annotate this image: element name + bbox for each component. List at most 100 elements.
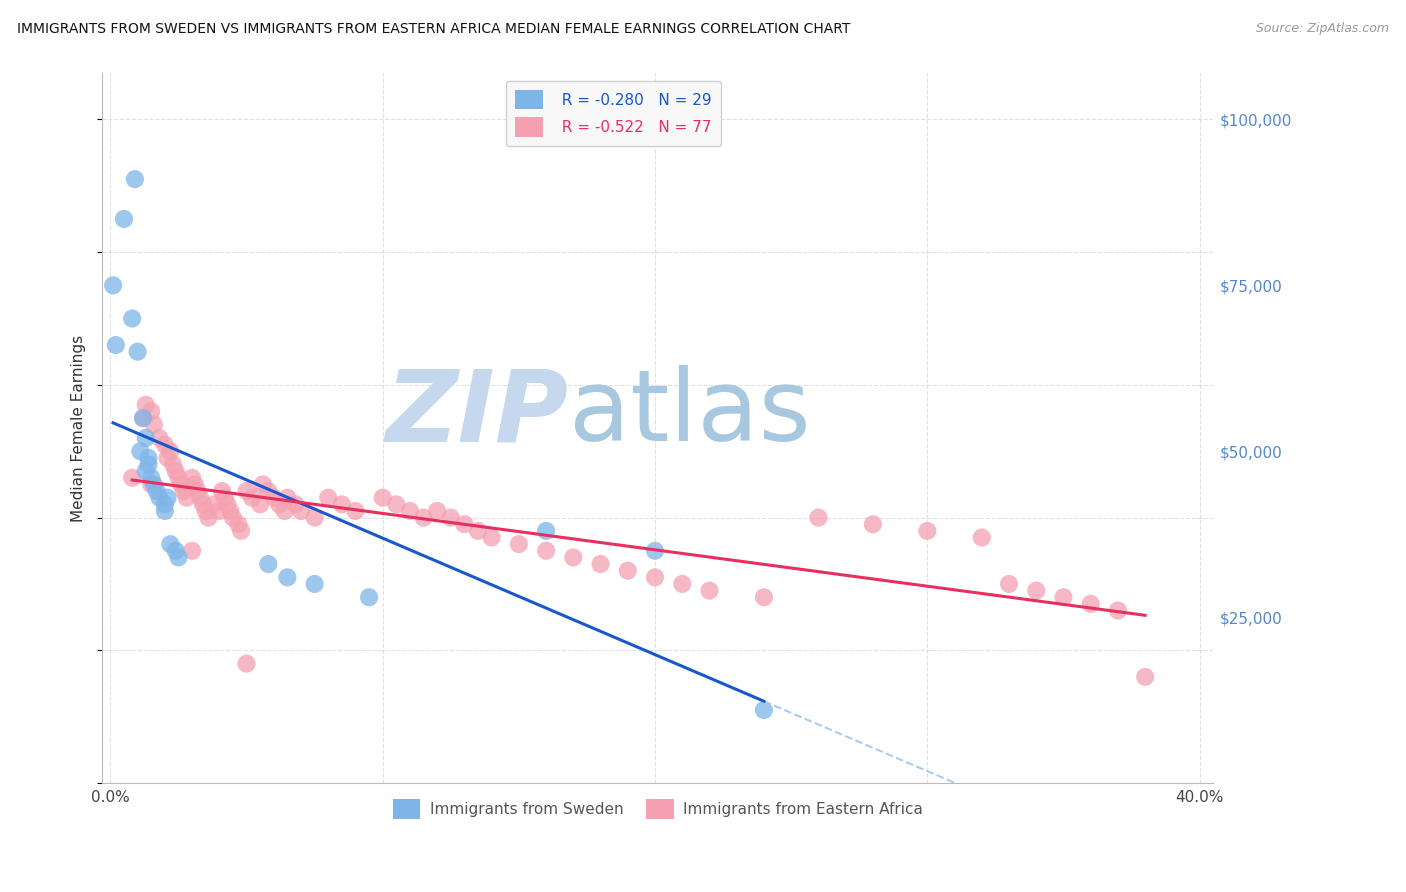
Point [124, 172, 146, 186]
Point [167, 550, 190, 565]
Point [222, 510, 245, 524]
Point [257, 557, 280, 571]
Point [121, 311, 143, 326]
Point [617, 564, 640, 578]
Point [217, 497, 239, 511]
Point [184, 477, 207, 491]
Point [534, 524, 557, 538]
Point [252, 477, 274, 491]
Point [208, 504, 231, 518]
Point [135, 464, 157, 478]
Point [142, 417, 165, 432]
Point [197, 510, 219, 524]
Text: IMMIGRANTS FROM SWEDEN VS IMMIGRANTS FROM EASTERN AFRICA MEDIAN FEMALE EARNINGS : IMMIGRANTS FROM SWEDEN VS IMMIGRANTS FRO… [17, 22, 851, 37]
Point [235, 484, 257, 499]
Point [752, 703, 775, 717]
Point [186, 484, 208, 499]
Point [159, 444, 181, 458]
Point [165, 543, 187, 558]
Point [752, 591, 775, 605]
Point [135, 431, 157, 445]
Point [467, 524, 489, 538]
Point [534, 543, 557, 558]
Point [101, 278, 124, 293]
Point [385, 497, 408, 511]
Point [807, 510, 830, 524]
Point [132, 411, 155, 425]
Point [214, 491, 236, 505]
Point [127, 344, 149, 359]
Point [1107, 603, 1129, 617]
Point [170, 477, 193, 491]
Point [121, 471, 143, 485]
Point [359, 591, 381, 605]
Point [699, 583, 721, 598]
Point [917, 524, 939, 538]
Point [284, 497, 307, 511]
Point [453, 517, 475, 532]
Point [273, 504, 295, 518]
Point [257, 484, 280, 499]
Point [235, 657, 257, 671]
Point [135, 398, 157, 412]
Point [1052, 591, 1074, 605]
Point [589, 557, 612, 571]
Point [153, 504, 176, 518]
Point [644, 543, 666, 558]
Point [165, 464, 187, 478]
Point [173, 484, 195, 499]
Point [671, 577, 693, 591]
Point [112, 211, 135, 226]
Text: atlas: atlas [569, 366, 810, 462]
Point [330, 497, 353, 511]
Point [1133, 670, 1156, 684]
Point [156, 450, 179, 465]
Point [167, 471, 190, 485]
Point [316, 491, 339, 505]
Text: ZIP: ZIP [385, 366, 569, 462]
Point [426, 504, 449, 518]
Point [644, 570, 666, 584]
Legend: Immigrants from Sweden, Immigrants from Eastern Africa: Immigrants from Sweden, Immigrants from … [387, 793, 929, 825]
Point [181, 543, 204, 558]
Point [481, 531, 503, 545]
Point [191, 497, 214, 511]
Point [371, 491, 394, 505]
Point [194, 504, 217, 518]
Point [249, 497, 271, 511]
Point [508, 537, 530, 551]
Point [290, 504, 312, 518]
Point [132, 411, 155, 425]
Point [562, 550, 585, 565]
Point [138, 450, 160, 465]
Point [156, 491, 179, 505]
Point [145, 484, 167, 499]
Point [141, 477, 163, 491]
Point [153, 437, 176, 451]
Y-axis label: Median Female Earnings: Median Female Earnings [72, 334, 86, 522]
Point [148, 491, 170, 505]
Point [412, 510, 434, 524]
Point [1080, 597, 1102, 611]
Point [276, 491, 298, 505]
Point [276, 570, 298, 584]
Point [862, 517, 884, 532]
Point [104, 338, 127, 352]
Point [269, 497, 291, 511]
Point [129, 444, 152, 458]
Point [211, 484, 233, 499]
Point [998, 577, 1021, 591]
Point [440, 510, 463, 524]
Point [202, 497, 225, 511]
Point [399, 504, 422, 518]
Point [970, 531, 993, 545]
Point [228, 517, 250, 532]
Point [141, 404, 163, 418]
Point [148, 431, 170, 445]
Point [153, 497, 176, 511]
Point [142, 477, 165, 491]
Point [240, 491, 263, 505]
Point [176, 491, 198, 505]
Point [162, 458, 184, 472]
Point [141, 471, 163, 485]
